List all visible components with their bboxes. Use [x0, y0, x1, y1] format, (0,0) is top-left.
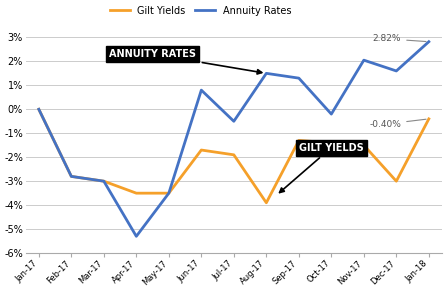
- Gilt Yields: [361, 143, 367, 147]
- Annuity Rates: [296, 77, 301, 80]
- Gilt Yields: [394, 180, 399, 183]
- Annuity Rates: [231, 120, 236, 123]
- Legend: Gilt Yields, Annuity Rates: Gilt Yields, Annuity Rates: [110, 6, 291, 16]
- Line: Annuity Rates: Annuity Rates: [39, 42, 429, 236]
- Gilt Yields: [198, 148, 204, 152]
- Gilt Yields: [264, 201, 269, 205]
- Annuity Rates: [69, 175, 74, 178]
- Annuity Rates: [101, 180, 107, 183]
- Gilt Yields: [101, 180, 107, 183]
- Text: 2.82%: 2.82%: [373, 34, 426, 43]
- Annuity Rates: [264, 72, 269, 75]
- Gilt Yields: [296, 139, 301, 142]
- Annuity Rates: [36, 108, 41, 111]
- Line: Gilt Yields: Gilt Yields: [39, 109, 429, 203]
- Annuity Rates: [426, 40, 432, 43]
- Annuity Rates: [361, 58, 367, 62]
- Gilt Yields: [166, 191, 172, 195]
- Gilt Yields: [231, 153, 236, 157]
- Annuity Rates: [134, 235, 139, 238]
- Annuity Rates: [329, 112, 334, 116]
- Gilt Yields: [329, 141, 334, 145]
- Gilt Yields: [69, 175, 74, 178]
- Text: -0.40%: -0.40%: [369, 119, 426, 129]
- Annuity Rates: [166, 191, 172, 195]
- Gilt Yields: [426, 117, 432, 121]
- Gilt Yields: [134, 191, 139, 195]
- Text: GILT YIELDS: GILT YIELDS: [280, 143, 363, 193]
- Gilt Yields: [36, 108, 41, 111]
- Annuity Rates: [198, 88, 204, 92]
- Annuity Rates: [394, 69, 399, 73]
- Text: ANNUITY RATES: ANNUITY RATES: [109, 49, 262, 74]
